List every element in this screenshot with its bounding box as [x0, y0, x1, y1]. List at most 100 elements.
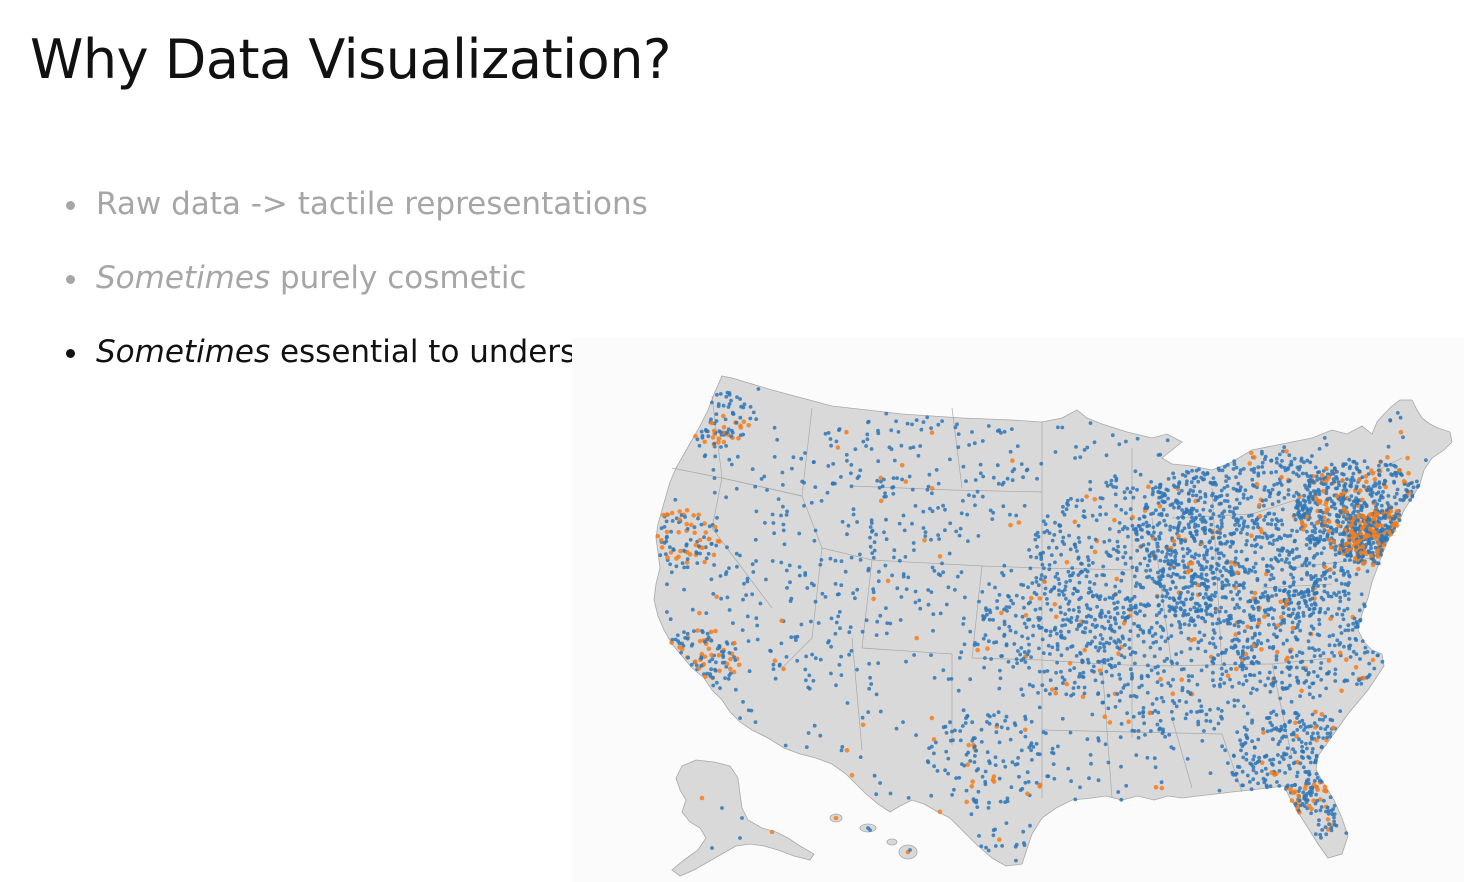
data-point [956, 688, 961, 693]
data-point [1356, 555, 1361, 559]
highlight-point [1275, 649, 1280, 655]
data-point [1291, 738, 1296, 742]
data-point [732, 655, 736, 659]
data-point [1056, 744, 1060, 749]
data-point [839, 673, 844, 677]
data-point [1122, 525, 1127, 529]
data-point [1351, 471, 1356, 476]
data-point [980, 439, 985, 443]
data-point [1317, 717, 1322, 722]
data-point [1193, 552, 1198, 557]
data-point [995, 606, 1000, 610]
data-point [1253, 570, 1258, 574]
data-point [1191, 493, 1195, 498]
data-point [1220, 521, 1224, 526]
data-point [681, 548, 686, 553]
data-point [1333, 679, 1338, 683]
highlight-point [1064, 681, 1070, 687]
highlight-point [1385, 455, 1390, 460]
data-point [1274, 657, 1279, 662]
data-point [1222, 486, 1227, 490]
data-point [690, 642, 695, 646]
data-point [1136, 523, 1141, 528]
data-point [784, 655, 789, 659]
data-point [1226, 582, 1231, 587]
data-point [788, 599, 793, 603]
data-point [936, 533, 940, 537]
data-point [1079, 561, 1083, 566]
data-point [1323, 714, 1327, 719]
data-point [1211, 670, 1215, 675]
data-point [1231, 753, 1236, 758]
data-point [1021, 829, 1026, 834]
data-point [1198, 592, 1202, 597]
data-point [700, 628, 704, 633]
highlight-point [1189, 561, 1195, 566]
data-point [1242, 742, 1246, 747]
data-point [1013, 762, 1018, 767]
data-point [1009, 785, 1014, 790]
data-point [1238, 597, 1243, 601]
data-point [1067, 599, 1072, 604]
data-point [1362, 604, 1367, 609]
data-point [1053, 450, 1058, 454]
highlight-point [1067, 660, 1073, 666]
data-point [1069, 645, 1073, 649]
data-point [1191, 619, 1195, 624]
data-point [1296, 713, 1301, 718]
data-point [713, 668, 718, 673]
data-point [1187, 585, 1191, 589]
highlight-point [1082, 647, 1087, 653]
data-point [1283, 771, 1287, 775]
data-point [1275, 634, 1279, 639]
data-point [1094, 573, 1099, 578]
highlight-point [914, 635, 919, 641]
highlight-point [1331, 539, 1336, 545]
data-point [970, 720, 975, 725]
data-point [1306, 589, 1311, 594]
highlight-point [1313, 709, 1318, 715]
data-point [982, 665, 986, 670]
data-point [889, 428, 894, 433]
data-point [1205, 605, 1209, 610]
data-point [1329, 462, 1334, 467]
data-point [1381, 515, 1386, 519]
data-point [1299, 803, 1303, 808]
data-point [659, 526, 664, 531]
data-point [1196, 614, 1201, 619]
data-point [913, 589, 918, 594]
data-point [1102, 645, 1107, 649]
data-point [962, 763, 967, 768]
data-point [1359, 681, 1364, 686]
data-point [1271, 646, 1275, 651]
data-point [993, 755, 998, 760]
data-point [1124, 783, 1129, 788]
data-point [1269, 557, 1274, 562]
data-point [1319, 677, 1324, 682]
data-point [1135, 611, 1139, 616]
data-point [670, 519, 675, 523]
data-point [1008, 512, 1012, 517]
data-point [1315, 731, 1320, 736]
data-point [1295, 774, 1299, 779]
data-point [718, 686, 722, 690]
data-point [1057, 523, 1062, 527]
data-point [1075, 627, 1079, 632]
data-point [853, 596, 857, 601]
data-point [1043, 688, 1048, 693]
data-point [1310, 750, 1315, 755]
data-point [868, 544, 873, 549]
data-point [1168, 503, 1173, 507]
data-point [1255, 625, 1260, 629]
data-point [993, 827, 997, 832]
data-point [1291, 470, 1296, 475]
data-point [1313, 832, 1318, 836]
data-point [1263, 485, 1267, 489]
data-point [1102, 540, 1107, 544]
data-point [1311, 731, 1315, 736]
data-point [1072, 680, 1077, 685]
data-point [1106, 619, 1111, 624]
data-point [1301, 666, 1305, 671]
data-point [1123, 597, 1128, 602]
data-point [1289, 572, 1293, 577]
